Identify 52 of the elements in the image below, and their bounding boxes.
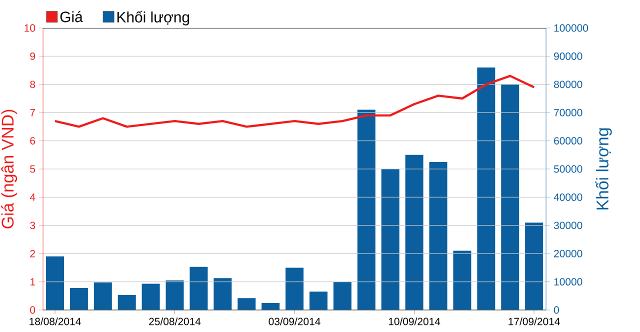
- y-tick-label: 5: [30, 165, 36, 173]
- y-tick-label: 2: [30, 250, 35, 258]
- y-tick-label: 3: [30, 222, 36, 230]
- bar: [94, 282, 112, 310]
- x-tick-label: 03/09/2014: [268, 318, 320, 326]
- legend-label: Khối lượng: [117, 10, 190, 26]
- bar: [525, 222, 544, 310]
- bar: [357, 110, 376, 310]
- bar: [46, 256, 64, 310]
- y2-tick-label: 90000: [554, 52, 582, 60]
- bar: [453, 250, 472, 310]
- legend-label: Giá: [60, 11, 83, 22]
- bar: [381, 168, 400, 310]
- bar: [429, 162, 448, 310]
- bar: [214, 278, 232, 310]
- y2-tick-label: 20000: [554, 250, 582, 258]
- y-tick-label: 9: [30, 52, 36, 60]
- y2-tick-label: 60000: [554, 137, 582, 145]
- x-tick-label: 25/08/2014: [149, 318, 201, 326]
- bar: [262, 302, 280, 310]
- y2-tick-label: 10000: [554, 278, 582, 286]
- y2-axis-title: Khối lượng: [595, 128, 612, 210]
- bar: [142, 284, 160, 310]
- bar: [333, 282, 352, 310]
- y2-tick-label: 80000: [554, 80, 582, 88]
- bar: [501, 84, 520, 310]
- y2-tick-label: 40000: [554, 194, 582, 201]
- y2-tick-label: 50000: [554, 165, 582, 173]
- y2-tick-label: 100000: [554, 24, 588, 32]
- y-tick-label: 6: [30, 137, 36, 145]
- bar: [405, 154, 424, 310]
- bar: [70, 288, 88, 310]
- y-tick-label: 8: [30, 80, 36, 88]
- bar: [477, 67, 496, 310]
- y-axis-title: Giá (ngân VND): [1, 110, 18, 228]
- bar: [190, 266, 208, 310]
- bar: [286, 268, 304, 310]
- y2-tick-label: 70000: [554, 108, 582, 116]
- y-tick-label: 7: [30, 109, 35, 116]
- y-tick-label: 4: [30, 194, 36, 201]
- y-tick-label: 10: [24, 24, 36, 32]
- y-tick-label: 1: [30, 278, 35, 286]
- y-tick-label: 0: [30, 306, 36, 314]
- x-tick-label: 17/09/2014: [508, 318, 560, 326]
- bar: [238, 298, 256, 310]
- bar: [118, 295, 136, 310]
- y2-tick-label: 30000: [554, 222, 582, 230]
- x-tick-label: 18/08/2014: [30, 318, 81, 326]
- bar: [166, 280, 184, 310]
- y2-tick-label: 0: [554, 306, 559, 314]
- bar: [309, 292, 328, 310]
- x-tick-label: 10/09/2014: [388, 318, 440, 326]
